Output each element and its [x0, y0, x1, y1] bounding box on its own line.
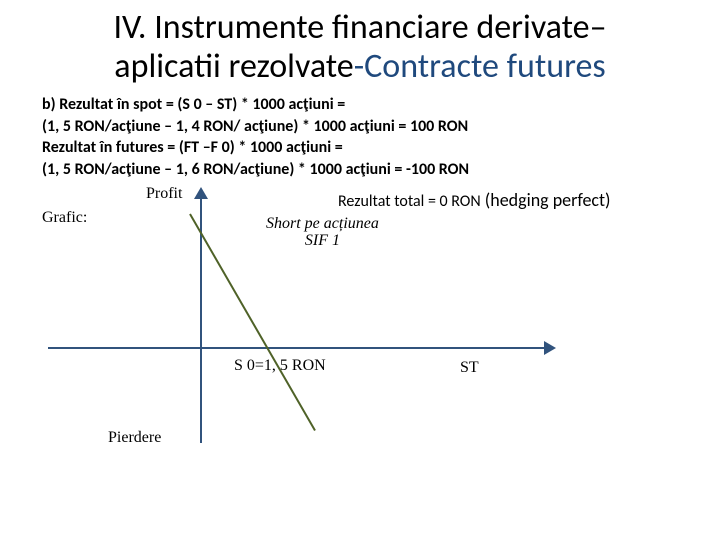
s0-label: S 0=1, 5 RON [234, 357, 326, 375]
pierdere-label: Pierdere [108, 429, 161, 447]
title-line1: IV. Instrumente financiare derivate– [113, 7, 606, 48]
rezultat-text: Rezultat total = 0 RON [338, 192, 481, 211]
short-l1: Short pe acțiunea [266, 215, 379, 232]
title-line2a: aplicatii rezolvate [114, 46, 353, 87]
grafic-label: Grafic: [42, 209, 87, 227]
x-axis-arrow-icon [544, 341, 556, 355]
body-text: b) Rezultat în spot = (S 0 – ST) * 1000 … [0, 90, 720, 180]
short-l2: SIF 1 [305, 232, 340, 249]
payoff-chart: Profit Rezultat total = 0 RON (hedging p… [0, 185, 720, 475]
body-l4: (1, 5 RON/acţiune – 1, 6 RON/acţiune) * … [42, 160, 469, 179]
body-l1: b) Rezultat în spot = (S 0 – ST) * 1000 … [42, 95, 345, 114]
st-label: ST [460, 359, 479, 377]
slide-title: IV. Instrumente financiare derivate– apl… [0, 0, 720, 90]
title-line2b: -Contracte futures [354, 46, 606, 87]
short-position-label: Short pe acțiunea SIF 1 [266, 215, 379, 250]
body-l2: (1, 5 RON/acţiune – 1, 4 RON/ acţiune) *… [42, 117, 468, 136]
rezultat-total-label: Rezultat total = 0 RON (hedging perfect) [338, 189, 611, 211]
body-l3: Rezultat în futures = (FT –F 0) * 1000 a… [42, 138, 343, 157]
hedging-text: (hedging perfect) [481, 189, 611, 211]
x-axis [48, 347, 548, 349]
profit-label: Profit [146, 185, 182, 203]
